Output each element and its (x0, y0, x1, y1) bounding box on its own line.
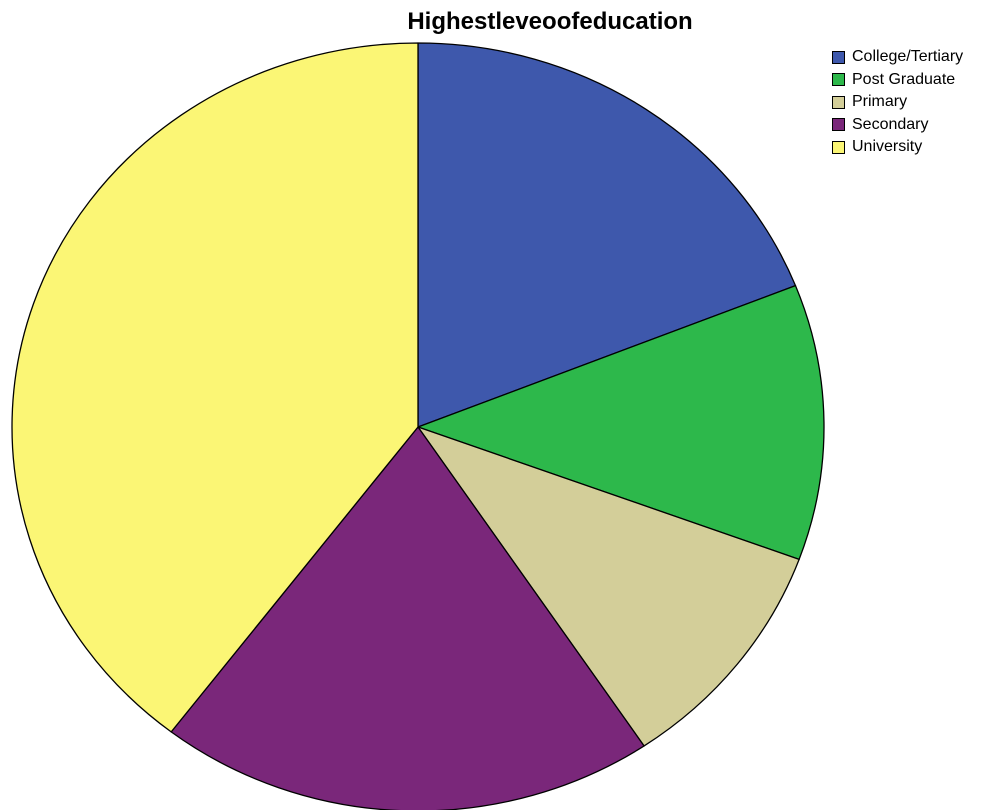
pie-slice-college-tertiary (417, 42, 797, 428)
legend-swatch-post-graduate (832, 73, 845, 87)
legend-swatch-secondary (832, 118, 845, 132)
pie-slice-secondary (170, 426, 645, 810)
legend-item-college-tertiary: College/Tertiary (832, 46, 963, 69)
chart-title: Highestleveoofeducation (407, 8, 693, 35)
chart-legend: College/Tertiary Post Graduate Primary Seco… (832, 46, 963, 159)
legend-swatch-university (832, 140, 845, 154)
legend-swatch-college-tertiary (832, 50, 845, 64)
legend-label-university: University (852, 138, 923, 156)
legend-label-post-graduate: Post Graduate (852, 70, 956, 88)
legend-label-college-tertiary: College/Tertiary (852, 48, 964, 66)
legend-item-secondary: Secondary (832, 114, 963, 137)
legend-item-primary: Primary (832, 91, 963, 114)
legend-label-secondary: Secondary (852, 115, 929, 133)
pie-slice-post-graduate (417, 284, 825, 560)
legend-item-university: University (832, 136, 963, 159)
legend-item-post-graduate: Post Graduate (832, 69, 963, 92)
legend-swatch-primary (832, 95, 845, 109)
legend-label-primary: Primary (852, 93, 908, 111)
pie-slice-university (11, 42, 419, 733)
pie-slice-primary (417, 426, 800, 747)
